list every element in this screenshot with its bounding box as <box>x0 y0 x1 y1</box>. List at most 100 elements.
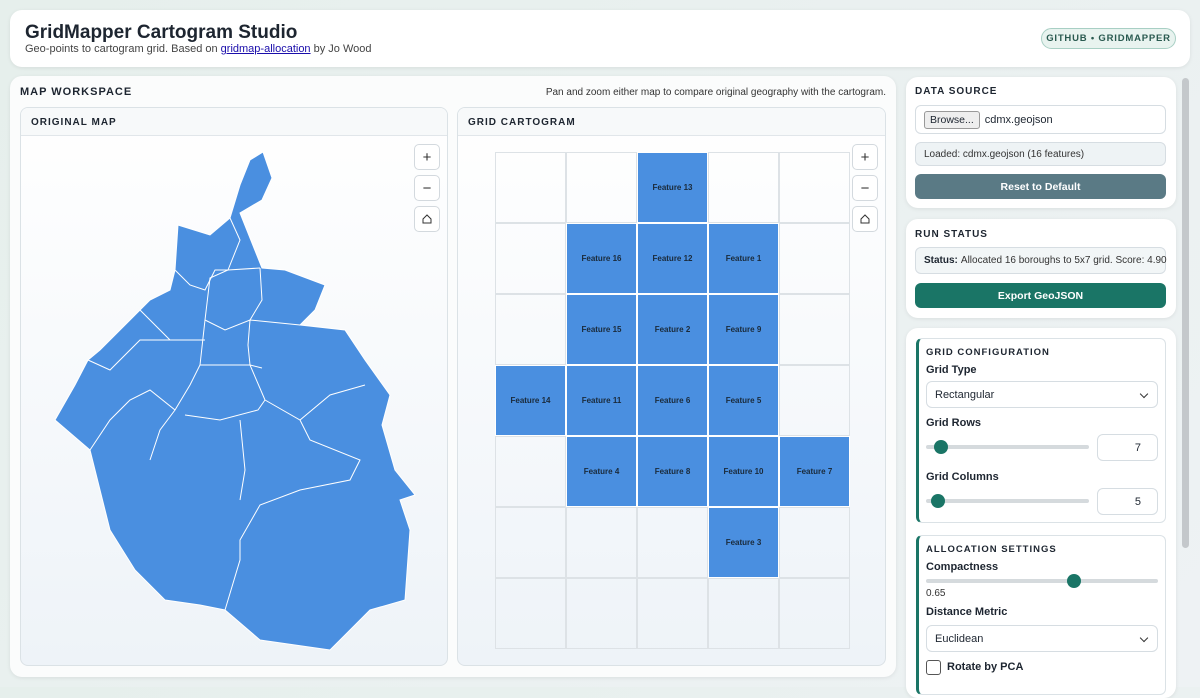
grid-cell-filled: Feature 4 <box>566 436 637 507</box>
grid-panel: GRID CARTOGRAM Feature 13 Feature 16 Featu… <box>457 107 886 666</box>
scrollbar[interactable] <box>1182 78 1189 548</box>
slider-thumb[interactable] <box>931 494 945 508</box>
section-title: DATA SOURCE <box>915 86 998 97</box>
grid-cell-filled: Feature 7 <box>779 436 850 507</box>
settings: GRID CONFIGURATION Grid Type Rectangular… <box>906 328 1176 698</box>
allocation-card: ALLOCATION SETTINGS Compactness 0.65 Dis… <box>916 535 1166 695</box>
zoom-out[interactable]: − <box>852 175 878 201</box>
grid-cell-empty <box>566 152 637 223</box>
grid-cell-filled: Feature 5 <box>708 365 779 436</box>
grid-cell-filled: Feature 13 <box>637 152 708 223</box>
reset-button[interactable]: Reset to Default <box>915 174 1166 199</box>
field-label: Grid Columns <box>926 471 999 483</box>
grid-cell-empty <box>779 223 850 294</box>
run-status: RUN STATUS Status: Allocated 16 boroughs … <box>906 219 1176 318</box>
panel-title: ORIGINAL MAP <box>31 117 117 128</box>
grid-type-select[interactable]: Rectangular <box>926 381 1158 408</box>
grid-cell-empty <box>637 578 708 649</box>
file-name: cdmx.geojson <box>984 113 1053 126</box>
grid-cell-empty <box>495 223 566 294</box>
zoom-out[interactable]: − <box>414 175 440 201</box>
grid-cell-filled: Feature 14 <box>495 365 566 436</box>
input-value: 5 <box>1134 495 1141 508</box>
workspace-title: MAP WORKSPACE <box>20 86 133 98</box>
grid-cell-empty <box>495 152 566 223</box>
grid-cell-filled: Feature 2 <box>637 294 708 365</box>
compactness-slider[interactable] <box>926 579 1158 583</box>
field-label: Grid Type <box>926 364 977 376</box>
status-label: Status: <box>924 255 958 266</box>
data-source: DATA SOURCE Browse... cdmx.geojson Loade… <box>906 77 1176 208</box>
hint: Pan and zoom either map to compare origi… <box>545 87 886 98</box>
borough-borders <box>87 217 366 611</box>
grid-cell-filled: Feature 10 <box>708 436 779 507</box>
github-button[interactable]: GITHUB • GRIDMAPPER <box>1041 28 1176 49</box>
distance-select[interactable]: Euclidean <box>926 625 1158 652</box>
grid-cell-filled: Feature 12 <box>637 223 708 294</box>
zoom-in[interactable]: + <box>414 144 440 170</box>
grid-cell-empty <box>779 365 850 436</box>
header: GridMapper Cartogram Studio Geo-points t… <box>10 10 1190 67</box>
slider-thumb[interactable] <box>934 440 948 454</box>
zoom-in[interactable]: + <box>852 144 878 170</box>
panel-title: GRID CARTOGRAM <box>468 117 576 128</box>
subtitle: Geo-points to cartogram grid. Based on g… <box>25 43 372 55</box>
select-value: Rectangular <box>935 388 995 401</box>
rows-slider[interactable] <box>926 445 1089 449</box>
app-title: GridMapper Cartogram Studio <box>25 22 298 43</box>
zoom-home[interactable] <box>414 206 440 232</box>
grid-cell-empty <box>566 578 637 649</box>
grid-cell-filled: Feature 8 <box>637 436 708 507</box>
slider-thumb[interactable] <box>1067 574 1081 588</box>
link[interactable]: gridmap-allocation <box>220 43 311 55</box>
grid-cell-filled: Feature 9 <box>708 294 779 365</box>
map[interactable] <box>21 108 448 666</box>
card-title: ALLOCATION SETTINGS <box>926 544 1057 555</box>
grid-cell-empty <box>779 578 850 649</box>
grid-cell-empty <box>779 152 850 223</box>
field-label: Grid Rows <box>926 417 982 429</box>
rows-input[interactable]: 7 <box>1097 434 1158 461</box>
file-input[interactable]: Browse... cdmx.geojson <box>915 105 1166 134</box>
home-icon <box>422 214 432 224</box>
subtitle-text: by Jo Wood <box>313 43 372 55</box>
grid-cell-filled: Feature 11 <box>566 365 637 436</box>
grid-cell-empty <box>779 294 850 365</box>
panel-header <box>21 108 447 136</box>
select-value: Euclidean <box>935 632 984 645</box>
grid-cell-empty <box>708 152 779 223</box>
zoom-home[interactable] <box>852 206 878 232</box>
original-map-panel: ORIGINAL MAP + − <box>20 107 448 666</box>
columns-input[interactable]: 5 <box>1097 488 1158 515</box>
grid-cell-filled: Feature 16 <box>566 223 637 294</box>
field-label: Distance Metric <box>926 606 1008 618</box>
input-value: 7 <box>1134 441 1141 454</box>
compactness-value: 0.65 <box>926 588 946 599</box>
grid-cell-empty <box>495 507 566 578</box>
home-icon <box>860 214 870 224</box>
grid-cell-filled: Feature 3 <box>708 507 779 578</box>
checkbox[interactable] <box>926 660 941 675</box>
panel-header <box>458 108 885 136</box>
grid-cell-empty <box>566 507 637 578</box>
grid-cell-filled: Feature 15 <box>566 294 637 365</box>
loaded-info: Loaded: cdmx.geojson (16 features) <box>915 142 1166 166</box>
grid-cell-empty <box>637 507 708 578</box>
grid-cell-empty <box>495 436 566 507</box>
browse-button[interactable]: Browse... <box>924 110 980 129</box>
section-title: RUN STATUS <box>915 229 988 240</box>
grid-cell-empty <box>495 294 566 365</box>
grid-config-card: GRID CONFIGURATION Grid Type Rectangular… <box>916 338 1166 523</box>
field-label: Compactness <box>926 561 999 573</box>
status-box: Status: Allocated 16 boroughs to 5x7 grid… <box>915 247 1167 274</box>
grid-cell-filled: Feature 1 <box>708 223 779 294</box>
grid-cell-empty <box>495 578 566 649</box>
status-text: Allocated 16 boroughs to 5x7 grid. Score… <box>960 255 1167 266</box>
grid-cell-empty <box>708 578 779 649</box>
columns-slider[interactable] <box>926 499 1089 503</box>
subtitle-text: Geo-points to cartogram grid. Based on <box>25 43 218 55</box>
grid-cell-filled: Feature 6 <box>637 365 708 436</box>
card-title: GRID CONFIGURATION <box>926 347 1050 358</box>
export-button[interactable]: Export GeoJSON <box>915 283 1166 308</box>
